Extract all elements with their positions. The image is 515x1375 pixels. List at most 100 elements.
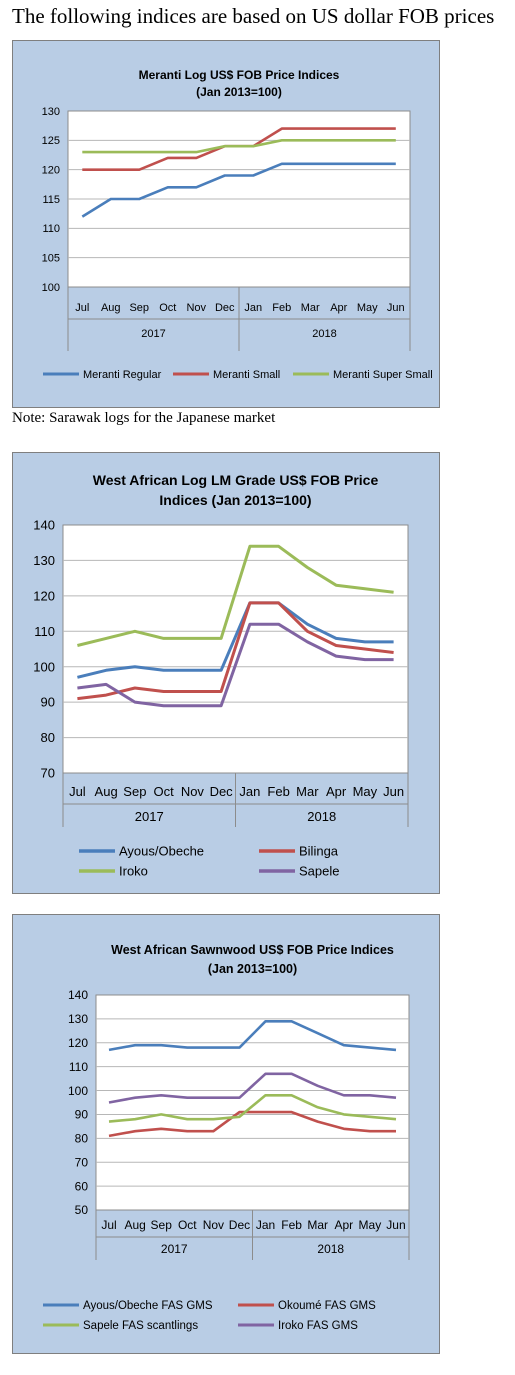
west-african-log-x-tick-label: May xyxy=(353,784,378,799)
west-african-sawnwood-y-tick-label: 60 xyxy=(75,1179,89,1193)
west-african-sawnwood-y-tick-label: 50 xyxy=(75,1203,89,1217)
west-african-sawnwood-y-tick-label: 120 xyxy=(68,1036,88,1050)
west-african-log-x-tick-label: Oct xyxy=(154,784,175,799)
west-african-sawnwood-chart-panel: West African Sawnwood US$ FOB Price Indi… xyxy=(12,914,440,1354)
west-african-log-year-label: 2017 xyxy=(135,809,164,824)
meranti-y-tick-label: 125 xyxy=(42,135,60,147)
west-african-log-legend-label: Sapele xyxy=(299,864,339,879)
west-african-log-legend-label: Bilinga xyxy=(299,844,339,859)
meranti-y-tick-label: 120 xyxy=(42,165,60,177)
meranti-x-tick-label: Nov xyxy=(186,302,206,314)
west-african-sawnwood-y-tick-label: 90 xyxy=(75,1108,89,1122)
meranti-series-meranti-super-small xyxy=(82,139,396,154)
west-african-log-y-tick-label: 80 xyxy=(41,730,55,745)
west-african-log-subtitle: Indices (Jan 2013=100) xyxy=(159,492,311,508)
west-african-sawnwood-x-tick-label: Mar xyxy=(307,1218,328,1232)
page-heading: The following indices are based on US do… xyxy=(12,4,495,28)
west-african-sawnwood-subtitle: (Jan 2013=100) xyxy=(208,962,297,976)
west-african-log-x-tick-label: Apr xyxy=(326,784,347,799)
meranti-year-label: 2018 xyxy=(312,328,336,340)
meranti-x-tick-label: Dec xyxy=(215,302,235,314)
meranti-x-tick-label: Oct xyxy=(159,302,176,314)
west-african-log-series-sapele xyxy=(77,622,394,708)
west-african-log-x-tick-label: Dec xyxy=(210,784,234,799)
west-african-sawnwood-legend-label: Okoumé FAS GMS xyxy=(278,1300,376,1312)
west-african-sawnwood-y-tick-label: 80 xyxy=(75,1132,89,1146)
west-african-log-legend-label: Ayous/Obeche xyxy=(119,844,204,859)
west-african-sawnwood-year-label: 2018 xyxy=(317,1242,344,1256)
west-african-sawnwood-x-tick-label: Oct xyxy=(178,1218,197,1232)
meranti-x-tick-label: Mar xyxy=(301,302,320,314)
west-african-sawnwood-series-iroko-fas-gms xyxy=(108,1072,397,1104)
meranti-legend-label: Meranti Small xyxy=(213,369,280,381)
meranti-y-tick-label: 100 xyxy=(42,282,60,294)
meranti-title: Meranti Log US$ FOB Price Indices xyxy=(139,68,340,82)
west-african-log-y-tick-label: 110 xyxy=(34,624,55,639)
meranti-x-tick-label: Jul xyxy=(75,302,89,314)
west-african-log-chart-panel: West African Log LM Grade US$ FOB Price I… xyxy=(12,452,440,894)
meranti-chart: Meranti Log US$ FOB Price Indices (Jan 20… xyxy=(42,68,433,381)
west-african-sawnwood-y-tick-label: 70 xyxy=(75,1155,89,1169)
west-african-sawnwood-legend-label: Iroko FAS GMS xyxy=(278,1320,358,1332)
meranti-y-tick-label: 115 xyxy=(42,194,60,206)
west-african-log-x-tick-label: Jan xyxy=(239,784,260,799)
west-african-sawnwood-y-tick-label: 130 xyxy=(68,1012,88,1026)
west-african-sawnwood-plot-area xyxy=(95,994,410,1211)
west-african-log-legend-label: Iroko xyxy=(119,864,148,879)
west-african-sawnwood-series-okoume-fas-gms xyxy=(108,1110,396,1138)
west-african-log-title: West African Log LM Grade US$ FOB Price xyxy=(93,472,379,488)
west-african-log-x-tick-label: Mar xyxy=(296,784,319,799)
west-african-sawnwood-series-ayous-obeche-fas-gms xyxy=(108,1020,397,1052)
west-african-sawnwood-x-tick-label: Dec xyxy=(229,1218,250,1232)
meranti-y-tick-label: 105 xyxy=(42,253,60,265)
meranti-y-tick-label: 130 xyxy=(42,106,60,118)
west-african-sawnwood-year-label: 2017 xyxy=(161,1242,188,1256)
chart-note: Note: Sarawak logs for the Japanese mark… xyxy=(12,410,276,426)
west-african-log-y-tick-label: 100 xyxy=(33,659,55,674)
west-african-sawnwood-title: West African Sawnwood US$ FOB Price Indi… xyxy=(111,943,394,957)
meranti-x-tick-label: May xyxy=(357,302,378,314)
meranti-legend-label: Meranti Super Small xyxy=(333,369,433,381)
west-african-sawnwood-x-tick-label: Feb xyxy=(281,1218,302,1232)
west-african-log-year-label: 2018 xyxy=(307,809,336,824)
west-african-log-y-tick-label: 120 xyxy=(33,588,55,603)
meranti-x-tick-label: Jan xyxy=(244,302,262,314)
west-african-log-x-tick-label: Aug xyxy=(95,784,118,799)
west-african-sawnwood-y-tick-label: 110 xyxy=(69,1060,88,1074)
meranti-x-tick-label: Apr xyxy=(330,302,347,314)
meranti-x-tick-label: Sep xyxy=(129,302,149,314)
meranti-legend-label: Meranti Regular xyxy=(83,369,162,381)
west-african-sawnwood-y-tick-label: 140 xyxy=(68,988,88,1002)
meranti-year-label: 2017 xyxy=(141,328,165,340)
west-african-log-x-tick-label: Sep xyxy=(123,784,146,799)
west-african-sawnwood-x-tick-label: Aug xyxy=(124,1218,145,1232)
meranti-subtitle: (Jan 2013=100) xyxy=(196,85,282,99)
west-african-log-series-iroko xyxy=(77,544,394,647)
west-african-log-y-tick-label: 70 xyxy=(41,766,55,781)
west-african-log-y-tick-label: 130 xyxy=(33,553,55,568)
meranti-y-tick-label: 110 xyxy=(42,223,60,235)
meranti-x-tick-label: Aug xyxy=(101,302,121,314)
west-african-sawnwood-x-tick-label: Nov xyxy=(203,1218,224,1232)
west-african-sawnwood-x-tick-label: Jan xyxy=(256,1218,275,1232)
west-african-log-x-tick-label: Nov xyxy=(181,784,205,799)
west-african-sawnwood-x-tick-label: Apr xyxy=(334,1218,353,1232)
west-african-sawnwood-chart: West African Sawnwood US$ FOB Price Indi… xyxy=(43,943,410,1332)
west-african-log-chart: West African Log LM Grade US$ FOB Price I… xyxy=(33,472,409,879)
meranti-series-meranti-regular xyxy=(81,162,396,218)
west-african-log-x-tick-label: Jul xyxy=(69,784,86,799)
west-african-sawnwood-legend-label: Sapele FAS scantlings xyxy=(83,1320,198,1332)
west-african-sawnwood-legend-label: Ayous/Obeche FAS GMS xyxy=(83,1300,213,1312)
west-african-log-y-tick-label: 140 xyxy=(33,518,55,533)
west-african-log-x-tick-label: Feb xyxy=(267,784,289,799)
west-african-sawnwood-y-tick-label: 100 xyxy=(68,1084,88,1098)
west-african-log-series-ayous-obeche xyxy=(77,601,394,679)
west-african-sawnwood-series-sapele-fas-scantlings xyxy=(108,1094,397,1123)
west-african-log-series-bilinga xyxy=(77,601,394,701)
west-african-sawnwood-x-tick-label: Sep xyxy=(151,1218,173,1232)
meranti-x-tick-label: Feb xyxy=(272,302,291,314)
west-african-sawnwood-x-tick-label: Jul xyxy=(101,1218,116,1232)
west-african-log-y-tick-label: 90 xyxy=(41,695,55,710)
meranti-x-tick-label: Jun xyxy=(387,302,405,314)
west-african-sawnwood-x-tick-label: May xyxy=(359,1218,382,1232)
